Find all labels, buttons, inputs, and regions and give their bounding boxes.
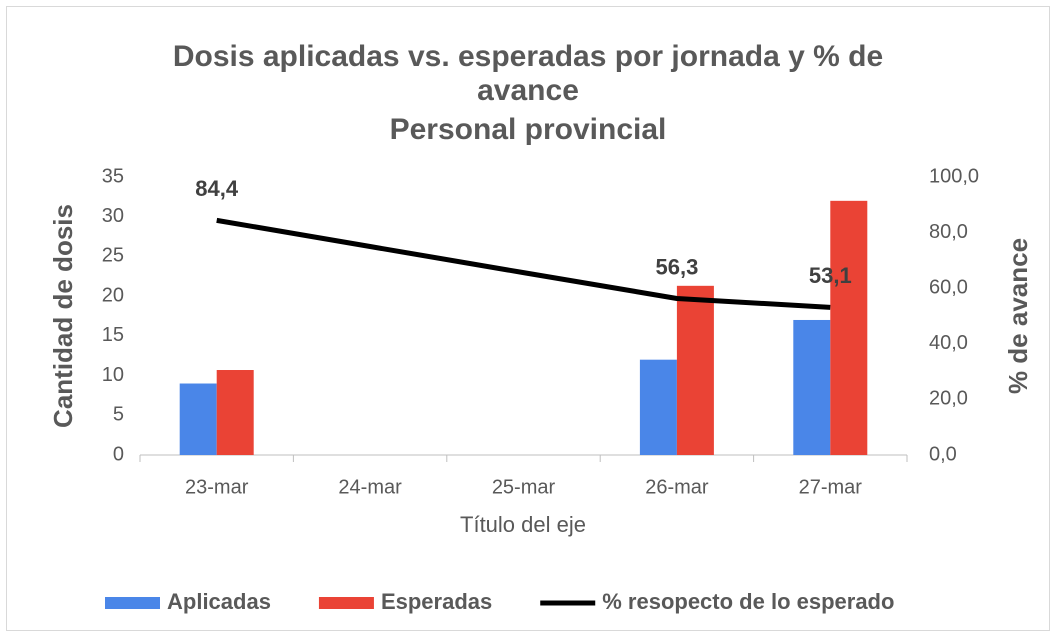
data-label: 53,1	[809, 263, 852, 288]
y-tick-label: 30	[102, 205, 124, 227]
legend-swatch	[318, 597, 374, 609]
x-tick-label: 25-mar	[492, 476, 556, 498]
bar	[793, 319, 831, 455]
y2-tick-label: 40,0	[929, 332, 968, 354]
x-tick-label: 23-mar	[185, 476, 249, 498]
bar	[639, 359, 677, 455]
y-axis-title: Cantidad de dosis	[48, 204, 78, 428]
y2-tick-label: 60,0	[929, 276, 968, 298]
y2-axis-title: % de avance	[1003, 238, 1033, 394]
x-axis-title: Título del eje	[460, 512, 586, 537]
legend-swatch	[105, 597, 160, 609]
data-label: 84,4	[195, 176, 239, 201]
y-tick-label: 10	[102, 364, 124, 386]
x-tick-label: 24-mar	[338, 476, 402, 498]
x-tick-label: 27-mar	[799, 476, 863, 498]
line	[216, 217, 831, 310]
bar	[216, 370, 254, 455]
chart-subtitle: Personal provincial	[389, 113, 667, 146]
y-tick-label: 5	[113, 404, 124, 426]
y-tick-label: 20	[102, 284, 124, 306]
bar	[179, 383, 217, 455]
bar	[830, 200, 868, 455]
legend-label: Aplicadas	[167, 589, 271, 614]
y-tick-label: 25	[102, 245, 124, 267]
data-label: 56,3	[655, 254, 698, 279]
legend-label: Esperadas	[381, 589, 492, 614]
y-tick-label: 35	[102, 165, 124, 187]
y-tick-label: 0	[113, 443, 124, 465]
chart-frame	[6, 6, 1050, 631]
x-tick-label: 26-mar	[645, 476, 709, 498]
y2-tick-label: 80,0	[929, 221, 968, 243]
y2-tick-label: 100,0	[929, 165, 979, 187]
y2-tick-label: 20,0	[929, 388, 968, 410]
y2-tick-label: 0,0	[929, 443, 957, 465]
legend-label: % resopecto de lo esperado	[602, 589, 894, 614]
chart-title: Dosis aplicadas vs. esperadas por jornad…	[172, 40, 884, 107]
y-tick-label: 15	[102, 324, 124, 346]
bar	[676, 285, 714, 455]
